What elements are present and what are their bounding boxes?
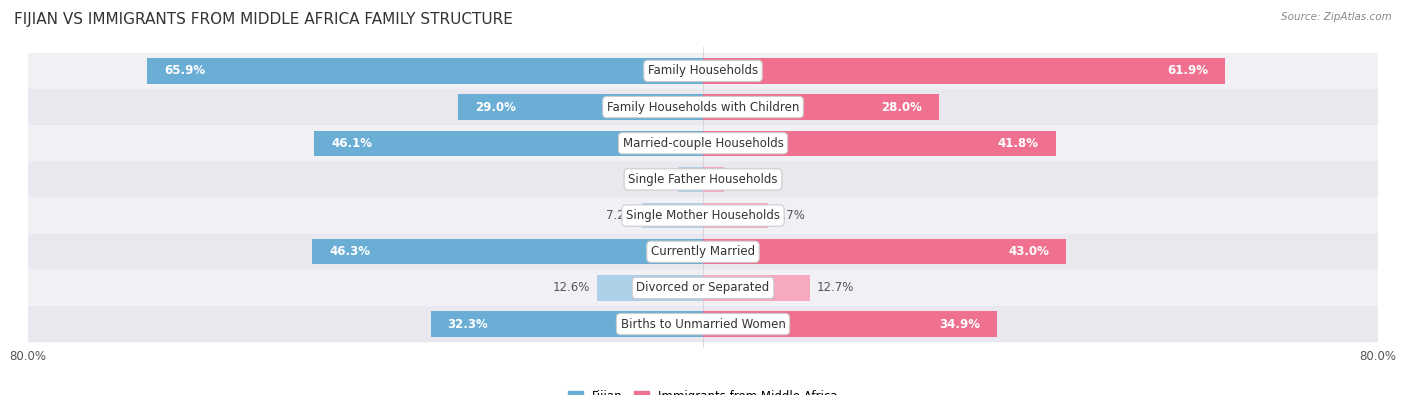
Bar: [430, 311, 703, 337]
Text: Currently Married: Currently Married: [651, 245, 755, 258]
Text: Single Father Households: Single Father Households: [628, 173, 778, 186]
FancyBboxPatch shape: [28, 234, 1378, 270]
FancyBboxPatch shape: [28, 270, 1378, 306]
Text: Married-couple Households: Married-couple Households: [623, 137, 783, 150]
Text: Family Households: Family Households: [648, 64, 758, 77]
Text: 12.6%: 12.6%: [553, 281, 591, 294]
Bar: [703, 131, 1056, 156]
Text: 3.0%: 3.0%: [641, 173, 671, 186]
Text: 43.0%: 43.0%: [1008, 245, 1049, 258]
Text: 2.5%: 2.5%: [731, 173, 761, 186]
Text: 28.0%: 28.0%: [882, 101, 922, 114]
Text: 12.7%: 12.7%: [817, 281, 855, 294]
FancyBboxPatch shape: [28, 89, 1378, 125]
FancyBboxPatch shape: [28, 198, 1378, 234]
Bar: [148, 58, 703, 84]
Text: FIJIAN VS IMMIGRANTS FROM MIDDLE AFRICA FAMILY STRUCTURE: FIJIAN VS IMMIGRANTS FROM MIDDLE AFRICA …: [14, 12, 513, 27]
Text: Births to Unmarried Women: Births to Unmarried Women: [620, 318, 786, 331]
Text: 32.3%: 32.3%: [447, 318, 488, 331]
Bar: [458, 94, 703, 120]
FancyBboxPatch shape: [28, 53, 1378, 89]
Text: 7.7%: 7.7%: [775, 209, 804, 222]
Text: 46.3%: 46.3%: [329, 245, 370, 258]
Bar: [314, 131, 703, 156]
Text: Source: ZipAtlas.com: Source: ZipAtlas.com: [1281, 12, 1392, 22]
Bar: [703, 167, 724, 192]
Text: 65.9%: 65.9%: [165, 64, 205, 77]
Text: Divorced or Separated: Divorced or Separated: [637, 281, 769, 294]
Text: 34.9%: 34.9%: [939, 318, 980, 331]
Text: 41.8%: 41.8%: [998, 137, 1039, 150]
FancyBboxPatch shape: [28, 161, 1378, 198]
Text: Family Households with Children: Family Households with Children: [607, 101, 799, 114]
Text: 29.0%: 29.0%: [475, 101, 516, 114]
FancyBboxPatch shape: [28, 306, 1378, 342]
Bar: [703, 275, 810, 301]
Bar: [703, 58, 1225, 84]
FancyBboxPatch shape: [28, 125, 1378, 161]
Bar: [703, 239, 1066, 264]
Bar: [596, 275, 703, 301]
Legend: Fijian, Immigrants from Middle Africa: Fijian, Immigrants from Middle Africa: [564, 385, 842, 395]
Text: 7.2%: 7.2%: [606, 209, 636, 222]
Bar: [678, 167, 703, 192]
Text: Single Mother Households: Single Mother Households: [626, 209, 780, 222]
Bar: [643, 203, 703, 228]
Text: 61.9%: 61.9%: [1167, 64, 1208, 77]
Bar: [703, 94, 939, 120]
Bar: [703, 311, 997, 337]
Text: 46.1%: 46.1%: [330, 137, 373, 150]
Bar: [312, 239, 703, 264]
Bar: [703, 203, 768, 228]
